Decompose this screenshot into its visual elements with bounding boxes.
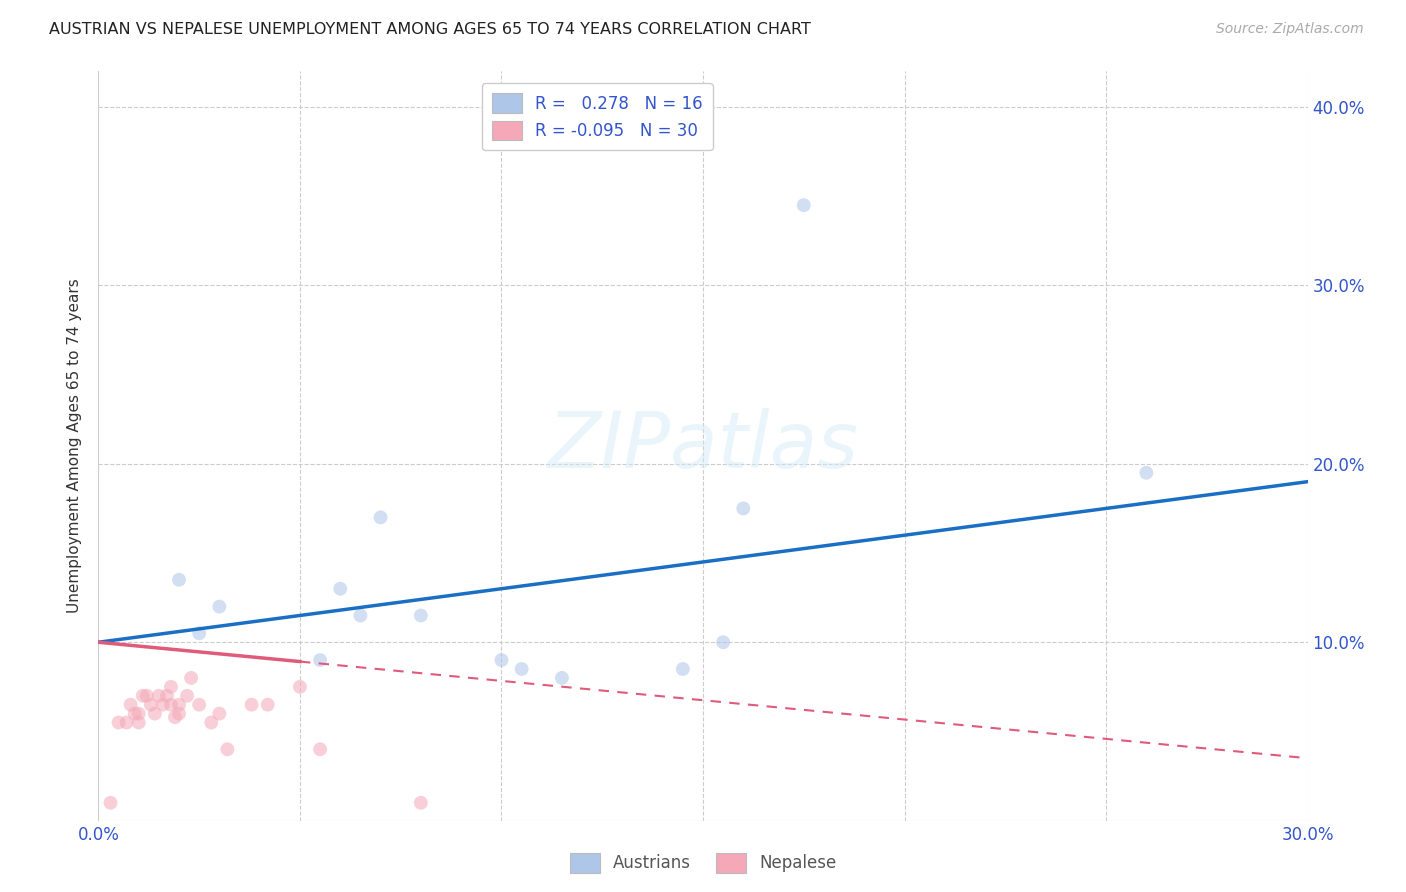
Point (132, 689, 155, 703)
Point (180, 671, 202, 685)
Point (160, 680, 183, 694)
Point (409, 608, 432, 623)
Point (167, 698, 190, 712)
Point (115, 715, 138, 730)
Point (124, 706, 146, 721)
Point (120, 698, 142, 712)
Legend: R =   0.278   N = 16, R = -0.095   N = 30: R = 0.278 N = 16, R = -0.095 N = 30 (482, 84, 713, 150)
Point (176, 689, 198, 703)
Point (672, 662, 695, 676)
Point (329, 582, 352, 596)
Point (309, 742, 332, 756)
Point (167, 706, 190, 721)
Y-axis label: Unemployment Among Ages 65 to 74 years: Unemployment Among Ages 65 to 74 years (67, 278, 83, 614)
Point (208, 599, 231, 614)
Point (256, 698, 278, 712)
Text: AUSTRIAN VS NEPALESE UNEMPLOYMENT AMONG AGES 65 TO 74 YEARS CORRELATION CHART: AUSTRIAN VS NEPALESE UNEMPLOYMENT AMONG … (49, 22, 811, 37)
Point (409, 796, 432, 810)
Point (793, 198, 815, 212)
Point (139, 698, 162, 712)
Point (711, 635, 734, 649)
Point (160, 698, 183, 712)
Point (240, 698, 263, 712)
Point (135, 689, 157, 703)
Point (309, 653, 332, 667)
Point (167, 573, 190, 587)
Point (491, 653, 513, 667)
Point (156, 689, 179, 703)
Point (143, 706, 166, 721)
Text: ZIPatlas: ZIPatlas (547, 408, 859, 484)
Point (152, 698, 174, 712)
Point (288, 680, 311, 694)
Point (208, 706, 231, 721)
Point (370, 510, 392, 524)
Point (188, 698, 211, 712)
Point (107, 715, 129, 730)
Point (551, 671, 574, 685)
Point (733, 501, 755, 516)
Point (163, 710, 186, 724)
Legend: Austrians, Nepalese: Austrians, Nepalese (562, 847, 844, 880)
Point (188, 626, 211, 640)
Point (1135, 466, 1157, 480)
Point (128, 715, 150, 730)
Point (128, 706, 150, 721)
Point (349, 608, 371, 623)
Point (148, 689, 170, 703)
Point (510, 662, 533, 676)
Point (100, 796, 122, 810)
Point (217, 742, 239, 756)
Text: Source: ZipAtlas.com: Source: ZipAtlas.com (1216, 22, 1364, 37)
Point (200, 715, 222, 730)
